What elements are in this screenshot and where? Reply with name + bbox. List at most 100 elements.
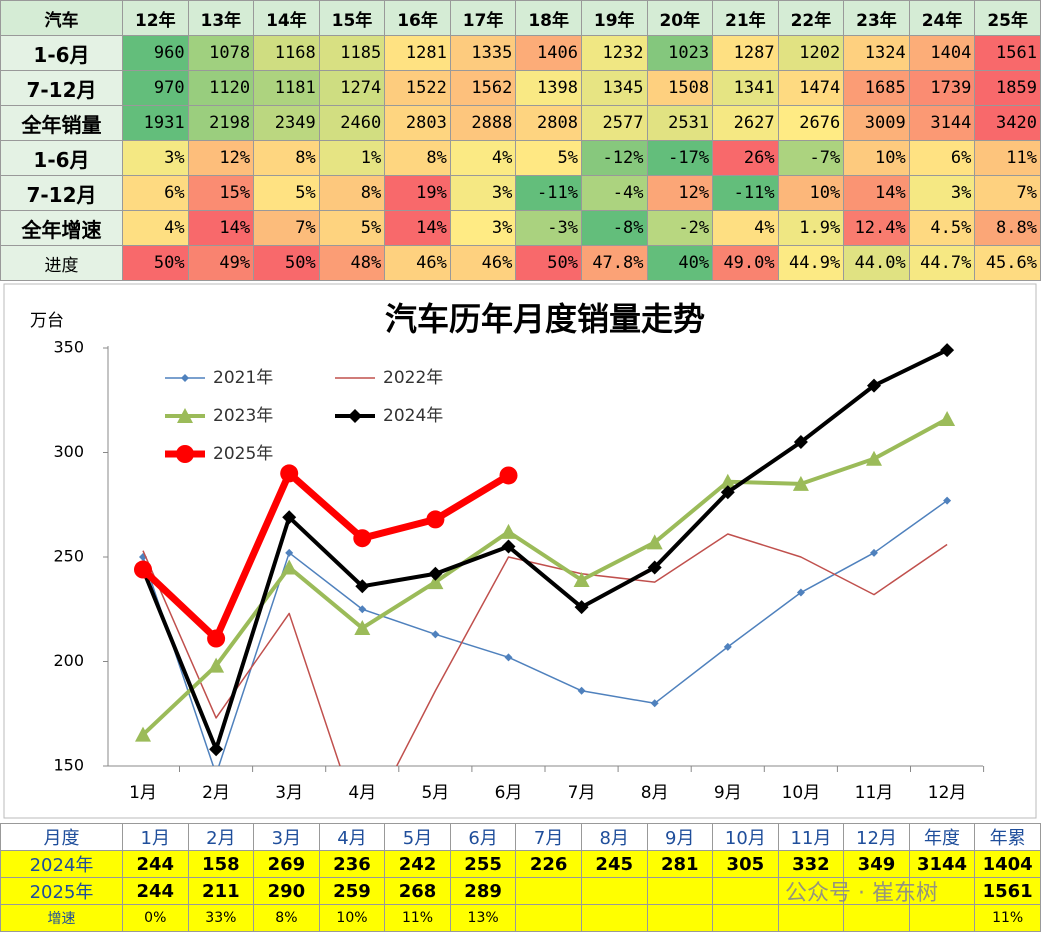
cell: 15% bbox=[187, 175, 255, 211]
cell: 2676 bbox=[777, 105, 845, 141]
chart-frame bbox=[3, 283, 1037, 819]
cell: -11% bbox=[712, 175, 779, 211]
marker bbox=[134, 560, 152, 579]
cell: 3144 bbox=[908, 105, 976, 141]
cell: 50% bbox=[253, 245, 320, 281]
header-cell: 13年 bbox=[187, 0, 255, 36]
cell: 5% bbox=[318, 210, 386, 246]
header-cell: 2月 bbox=[187, 823, 255, 851]
cell: 1078 bbox=[187, 35, 255, 71]
cell: 5% bbox=[253, 175, 320, 211]
cell: 1324 bbox=[843, 35, 910, 71]
header-cell: 24年 bbox=[908, 0, 976, 36]
cell: 48% bbox=[318, 245, 386, 281]
y-axis-label: 万台 bbox=[30, 311, 64, 331]
cell: 45.6% bbox=[974, 245, 1041, 281]
cell: 305 bbox=[712, 850, 779, 878]
marker bbox=[358, 605, 367, 614]
marker bbox=[431, 630, 440, 639]
cell: 1023 bbox=[646, 35, 714, 71]
header-cell: 12月 bbox=[843, 823, 910, 851]
cell: 13% bbox=[449, 904, 517, 932]
y-tick-label: 250 bbox=[53, 547, 84, 566]
cell: 2349 bbox=[253, 105, 320, 141]
cell: 8% bbox=[384, 140, 451, 176]
x-tick-label: 7月 bbox=[568, 783, 596, 803]
cell: 3% bbox=[449, 175, 517, 211]
row-label: 全年增速 bbox=[0, 210, 123, 246]
cell bbox=[777, 904, 845, 932]
series-line bbox=[140, 469, 511, 643]
marker bbox=[870, 548, 878, 557]
table-row: 进度 50% 49% 50% 48% 46% 46% 50% 47.8% 40% 49.0% 44.9… bbox=[0, 245, 1041, 281]
y-tick-label: 300 bbox=[53, 442, 84, 461]
series-line bbox=[142, 499, 948, 766]
table-row: 7-12月 970 1120 1181 1274 1522 1562 1398 1345 1508… bbox=[0, 70, 1041, 106]
x-tick-label: 4月 bbox=[348, 783, 376, 803]
marker bbox=[723, 642, 732, 651]
header-cell: 12年 bbox=[122, 0, 189, 36]
cell: 7% bbox=[253, 210, 320, 246]
legend-marker bbox=[176, 445, 194, 463]
marker bbox=[426, 510, 445, 529]
row-label: 2025年 bbox=[0, 877, 123, 905]
cell: 244 bbox=[122, 877, 189, 905]
cell: 1.9% bbox=[777, 210, 845, 246]
marker bbox=[719, 473, 736, 489]
cell: 3% bbox=[908, 175, 976, 211]
cell: 12% bbox=[187, 140, 255, 176]
header-row: 月度 1月 2月 3月 4月 5月 6月 7月 8月 9月 10月 11月 12月 年度 年累 bbox=[0, 823, 1041, 851]
cell: 259 bbox=[318, 877, 386, 905]
marker bbox=[574, 600, 589, 615]
cell: 3144 bbox=[908, 850, 976, 878]
marker bbox=[647, 560, 662, 575]
cell: 14% bbox=[843, 175, 910, 211]
cell: 2803 bbox=[384, 105, 451, 141]
header-cell: 年累 bbox=[974, 823, 1041, 851]
x-tick-label: 2月 bbox=[202, 783, 230, 803]
marker bbox=[207, 629, 226, 648]
header-cell: 5月 bbox=[384, 823, 451, 851]
header-cell: 8月 bbox=[580, 823, 648, 851]
cell: 2531 bbox=[646, 105, 714, 141]
y-tick-label: 350 bbox=[53, 338, 84, 357]
x-tick-label: 11月 bbox=[855, 783, 894, 803]
cell: 44.7% bbox=[908, 245, 976, 281]
cell: 2888 bbox=[449, 105, 517, 141]
cell: 255 bbox=[449, 850, 517, 878]
cell: -2% bbox=[646, 210, 714, 246]
cell: 349 bbox=[843, 850, 910, 878]
cell bbox=[712, 877, 779, 905]
cell: 1404 bbox=[908, 35, 976, 71]
cell: 290 bbox=[253, 877, 320, 905]
cell: 4.5% bbox=[908, 210, 976, 246]
header-cell: 10月 bbox=[712, 823, 779, 851]
cell: 44.9% bbox=[777, 245, 845, 281]
header-cell: 14年 bbox=[253, 0, 320, 36]
monthly-table: 月度 1月 2月 3月 4月 5月 6月 7月 8月 9月 10月 11月 12月 年度 年累 2024年 24… bbox=[0, 823, 1041, 932]
cell: 10% bbox=[777, 175, 845, 211]
cell: 6% bbox=[908, 140, 976, 176]
cell: 10% bbox=[843, 140, 910, 176]
cell: 3009 bbox=[843, 105, 910, 141]
cell bbox=[646, 877, 714, 905]
header-cell: 6月 bbox=[449, 823, 517, 851]
cell: 14% bbox=[384, 210, 451, 246]
header-cell: 22年 bbox=[777, 0, 845, 36]
cell: 8% bbox=[253, 904, 320, 932]
cell bbox=[580, 904, 648, 932]
chart-title: 汽车历年月度销量走势 bbox=[385, 300, 705, 338]
legend-label: 2021年 bbox=[213, 368, 273, 388]
table-row: 1-6月 960 1078 1168 1185 1281 1335 1406 1232 1023 1… bbox=[0, 35, 1041, 71]
header-cell: 3月 bbox=[253, 823, 320, 851]
cell: 332 bbox=[777, 850, 845, 878]
marker bbox=[650, 699, 659, 708]
series-line bbox=[141, 417, 949, 737]
table-row: 2025年 244 211 290 259 268 289 1561 bbox=[0, 877, 1041, 905]
chart: 汽车历年月度销量走势 万台 150 200 250 300 350 1月 2月 3月 4月 5月 6… bbox=[3, 283, 1037, 819]
marker bbox=[499, 466, 518, 485]
marker bbox=[577, 686, 586, 695]
row-label: 7-12月 bbox=[0, 175, 123, 211]
legend-label: 2022年 bbox=[383, 368, 443, 388]
